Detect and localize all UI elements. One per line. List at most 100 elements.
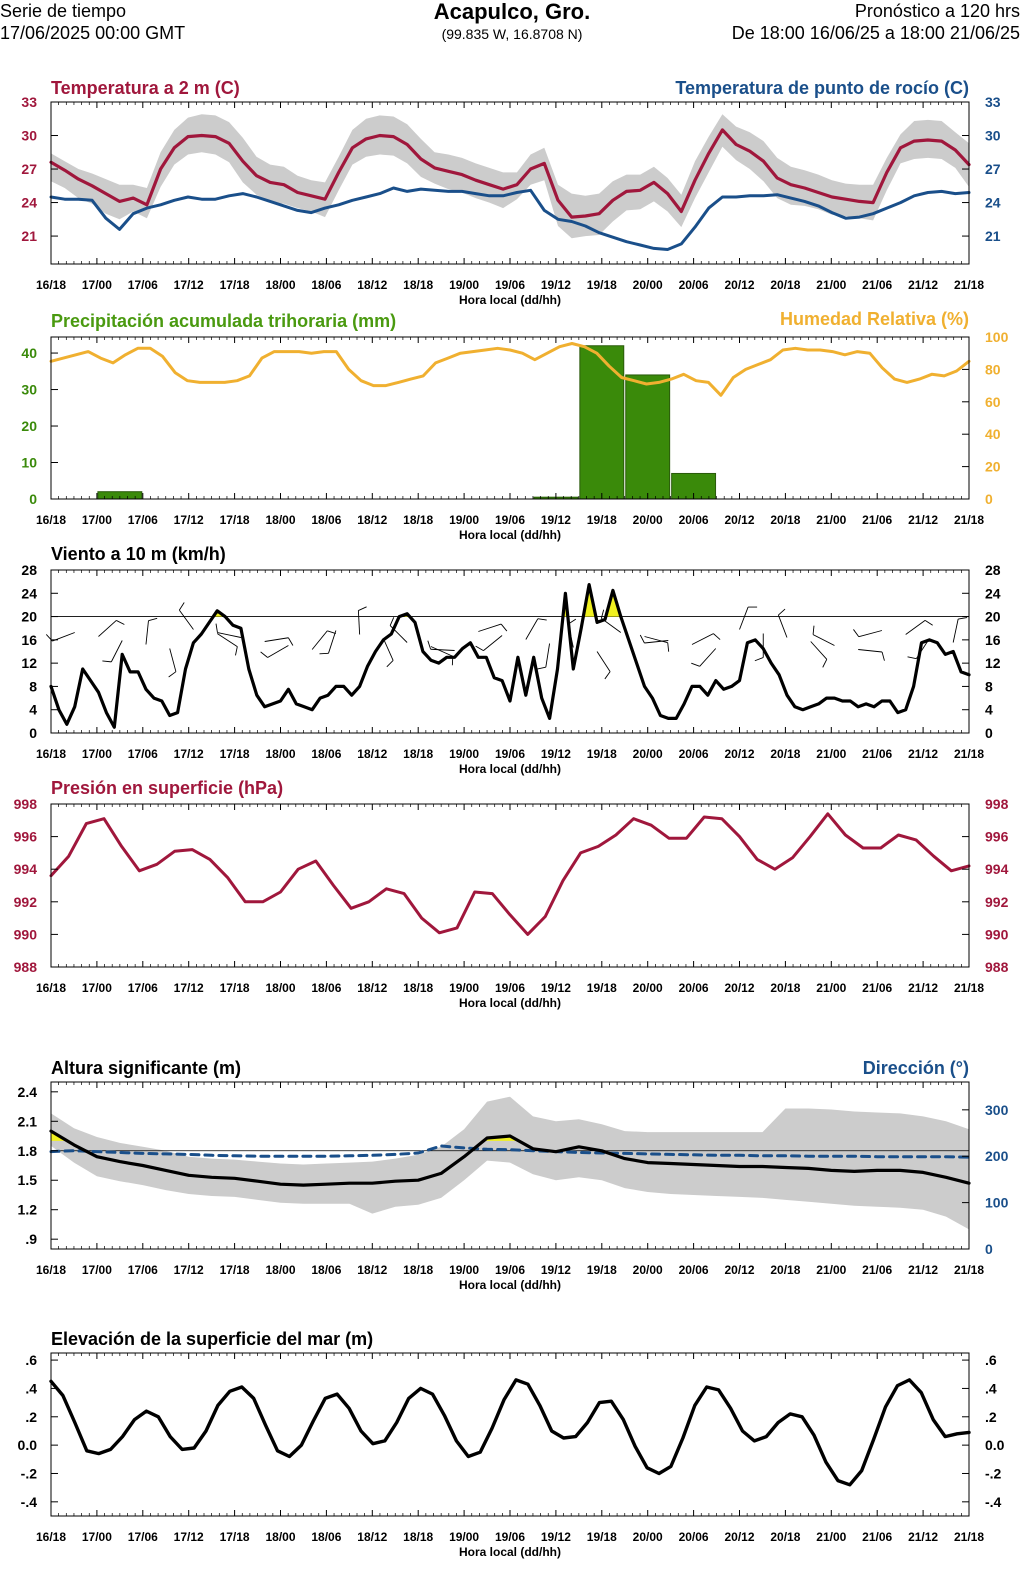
x-tick-label: 17/00 (82, 1530, 112, 1544)
y-tick-label-right: 992 (985, 894, 1009, 910)
forecast-range: De 18:00 16/06/25 a 18:00 21/06/25 (731, 23, 1020, 43)
x-axis-label: Hora local (dd/hh) (459, 528, 561, 542)
x-tick-label: 20/12 (724, 513, 754, 527)
x-tick-label: 18/06 (311, 1263, 341, 1277)
x-tick-label: 20/18 (770, 513, 800, 527)
wind-barb-flag (358, 606, 367, 611)
chart-title-left: Elevación de la superficie del mar (m) (51, 1329, 373, 1349)
x-tick-label: 18/00 (265, 513, 295, 527)
wind-barb (178, 609, 194, 630)
x-tick-label: 19/06 (495, 278, 525, 292)
x-tick-label: 21/06 (862, 981, 892, 995)
y-tick-label-left: 0.0 (18, 1437, 38, 1453)
wind-barb (430, 648, 455, 651)
y-tick-label-left: .2 (25, 1409, 37, 1425)
y-tick-label-right: 24 (985, 195, 1001, 211)
x-tick-label: 16/18 (36, 747, 66, 761)
y-tick-label-left: 4 (29, 702, 37, 718)
y-tick-label-right: 0 (985, 1241, 993, 1257)
x-tick-label: 21/00 (816, 278, 846, 292)
x-tick-label: 19/12 (541, 1530, 571, 1544)
wind-barb-flag (319, 652, 329, 655)
wind-barb-flag (536, 666, 546, 670)
y-tick-label-right: 200 (985, 1148, 1009, 1164)
chart-title-right: Humedad Relativa (%) (780, 309, 969, 329)
y-tick-label-left: 994 (14, 861, 38, 877)
precip-bar (625, 374, 671, 500)
y-tick-label-right: -.4 (985, 1494, 1002, 1510)
y-tick-label-left: 33 (21, 94, 37, 110)
x-tick-label: 17/12 (174, 513, 204, 527)
wind-barb-flag (907, 656, 917, 660)
y-tick-label-left: -.4 (21, 1494, 38, 1510)
x-tick-label: 20/18 (770, 1530, 800, 1544)
wind-barb-flag (475, 645, 484, 651)
wind-barb-flag (235, 646, 238, 656)
x-tick-label: 17/00 (82, 513, 112, 527)
x-tick-label: 20/00 (633, 278, 663, 292)
wind-barb-flag (713, 633, 721, 640)
x-tick-label: 17/12 (174, 278, 204, 292)
chart-title-left: Altura significante (m) (51, 1058, 241, 1078)
wind-barb (644, 640, 669, 644)
y-tick-label-left: 12 (21, 655, 37, 671)
x-tick-label: 17/12 (174, 1530, 204, 1544)
y-tick-label-left: 998 (14, 796, 38, 812)
y-tick-label-left: 0 (29, 491, 37, 507)
x-tick-label: 19/18 (587, 981, 617, 995)
x-tick-label: 18/06 (311, 513, 341, 527)
series-label: Serie de tiempo (0, 1, 127, 21)
x-tick-label: 18/18 (403, 1530, 433, 1544)
wind-barb (264, 637, 289, 642)
wind-barb-flag (537, 618, 547, 621)
y-tick-label-right: 996 (985, 829, 1009, 845)
wind-barb (145, 620, 149, 645)
wind-barb (525, 618, 539, 640)
x-tick-label: 20/06 (679, 981, 709, 995)
chart-title-left: Viento a 10 m (km/h) (51, 544, 226, 564)
x-tick-label: 20/06 (679, 747, 709, 761)
x-tick-label: 19/06 (495, 513, 525, 527)
x-tick-label: 18/12 (357, 513, 387, 527)
wind-barb (739, 606, 749, 630)
wind-barb (478, 623, 502, 632)
x-tick-label: 17/00 (82, 1263, 112, 1277)
x-tick-label: 17/06 (128, 513, 158, 527)
wind-barb (311, 630, 328, 650)
y-tick-label-right: 994 (985, 861, 1009, 877)
panel-wave: 16/18 17/00 17/06 17/12 17/18 18/00 18/06 18/12… (18, 1058, 1009, 1292)
y-tick-label-right: 100 (985, 1195, 1009, 1211)
x-tick-label: 19/00 (449, 1530, 479, 1544)
x-tick-label: 19/12 (541, 1263, 571, 1277)
x-tick-label: 18/12 (357, 1530, 387, 1544)
chart-title-left: Precipitación acumulada trihoraria (mm) (51, 311, 396, 331)
y-tick-label-right: 21 (985, 228, 1001, 244)
y-tick-label-left: 24 (21, 195, 37, 211)
panel-precip: 16/18 17/00 17/06 17/12 17/18 18/00 18/06 18/12… (21, 309, 1008, 542)
x-axis-label: Hora local (dd/hh) (459, 293, 561, 307)
x-tick-label: 19/00 (449, 513, 479, 527)
y-tick-label-left: 2.1 (18, 1113, 38, 1129)
sea-level-line (49, 1378, 971, 1487)
wind-barb (858, 649, 883, 653)
x-tick-label: 17/12 (174, 981, 204, 995)
x-tick-label: 17/06 (128, 981, 158, 995)
x-tick-label: 21/12 (908, 981, 938, 995)
y-tick-label-right: 20 (985, 459, 1001, 475)
x-tick-label: 16/18 (36, 1530, 66, 1544)
x-axis-label: Hora local (dd/hh) (459, 996, 561, 1010)
y-tick-label-right: -.2 (985, 1465, 1002, 1481)
x-tick-label: 18/18 (403, 278, 433, 292)
x-tick-label: 21/18 (954, 278, 984, 292)
wind-barb-flag (600, 609, 605, 619)
y-tick-label-left: 1.8 (18, 1143, 38, 1159)
wind-barb (98, 620, 117, 637)
x-tick-label: 16/18 (36, 1263, 66, 1277)
x-tick-label: 17/18 (220, 1530, 250, 1544)
wind-barb-flag (881, 651, 885, 661)
y-tick-label-left: 28 (21, 562, 37, 578)
y-tick-label-left: 8 (29, 678, 37, 694)
x-tick-label: 20/12 (724, 981, 754, 995)
x-tick-label: 17/18 (220, 513, 250, 527)
wind-barb-flag (639, 634, 645, 644)
